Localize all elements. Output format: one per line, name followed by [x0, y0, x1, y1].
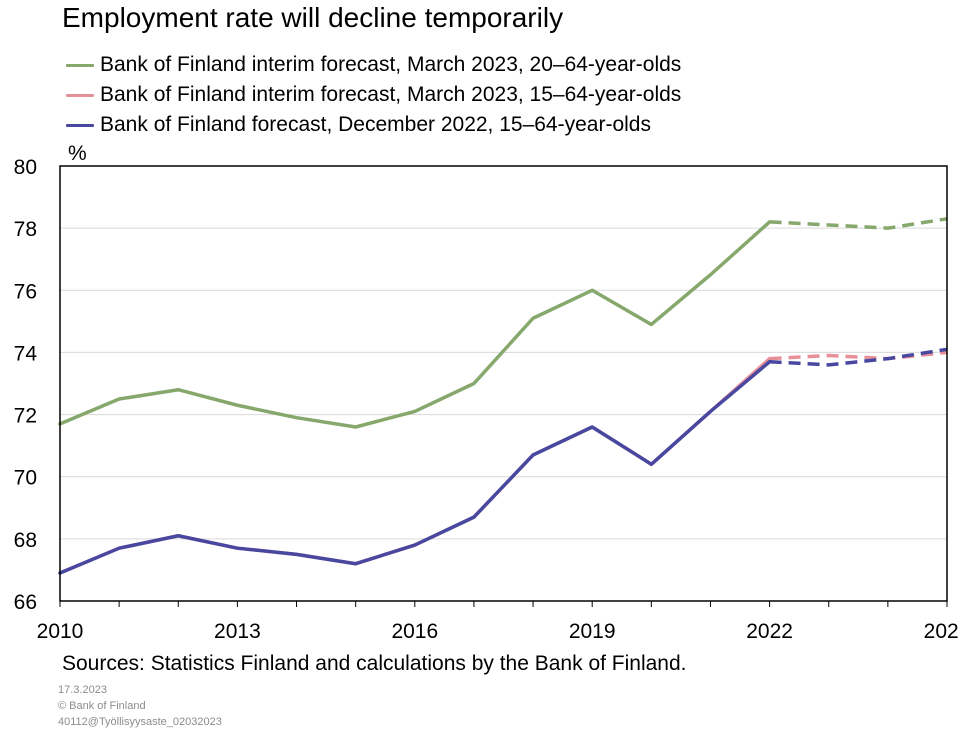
series-line-3	[58, 360, 772, 575]
legend-swatch-2	[66, 93, 94, 97]
y-tick-label-66: 66	[14, 591, 37, 614]
x-tick-label-2016: 2016	[391, 620, 438, 643]
x-tick-label-2022: 2022	[746, 620, 793, 643]
date-stamp: 17.3.2023	[58, 684, 107, 696]
series-forecast-line-2	[769, 350, 948, 361]
y-tick-label-80: 80	[14, 156, 37, 179]
y-tick-label-78: 78	[14, 218, 37, 241]
y-tick-label-74: 74	[14, 342, 38, 365]
x-tick-label-2019: 2019	[569, 620, 616, 643]
legend-label-2: Bank of Finland interim forecast, March …	[100, 83, 682, 106]
y-tick-label-70: 70	[14, 467, 37, 490]
legend-label-3: Bank of Finland forecast, December 2022,…	[100, 113, 651, 136]
legend-swatch-1	[66, 63, 94, 67]
y-tick-label-68: 68	[14, 529, 37, 552]
legend-item-1: Bank of Finland interim forecast, March …	[66, 50, 681, 80]
y-tick-label-72: 72	[14, 405, 37, 428]
copyright-text: © Bank of Finland	[58, 700, 146, 712]
legend: Bank of Finland interim forecast, March …	[66, 50, 681, 140]
chart-title: Employment rate will decline temporarily	[62, 2, 564, 33]
legend-item-2: Bank of Finland interim forecast, March …	[66, 80, 681, 110]
legend-swatch-3	[66, 123, 94, 127]
x-tick-label-2025: 2025	[924, 620, 958, 643]
series-forecast-line-3	[769, 347, 948, 367]
chart-id: 40112@Työllisyysaste_02032023	[58, 716, 222, 728]
series-line-1	[58, 220, 772, 429]
plot-frame	[59, 165, 948, 602]
series-forecast-line-1	[769, 217, 948, 230]
y-tick-label-76: 76	[14, 280, 37, 303]
sources-note: Sources: Statistics Finland and calculat…	[62, 652, 687, 675]
legend-item-3: Bank of Finland forecast, December 2022,…	[66, 110, 681, 140]
x-tick-label-2013: 2013	[214, 620, 261, 643]
legend-label-1: Bank of Finland interim forecast, March …	[100, 53, 682, 76]
x-tick-label-2010: 2010	[37, 620, 84, 643]
y-axis-unit-label: %	[68, 142, 87, 165]
